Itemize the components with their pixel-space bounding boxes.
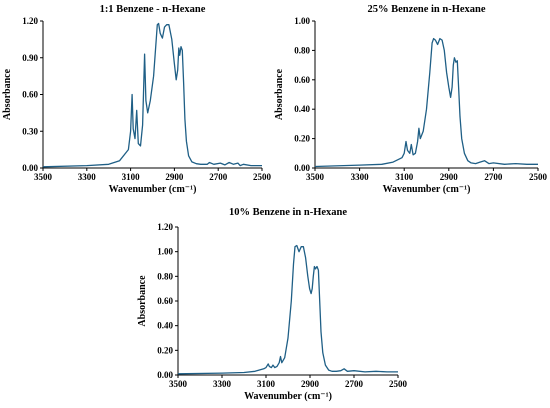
y-tick-label: 0.30 xyxy=(22,126,38,136)
y-tick-label: 0.40 xyxy=(294,104,310,114)
y-tick-label: 0.00 xyxy=(294,163,310,173)
chart-title: 25% Benzene in n-Hexane xyxy=(367,4,485,15)
x-axis-label: Wavenumber (cm⁻¹) xyxy=(244,391,332,402)
x-tick-label: 2500 xyxy=(253,172,272,182)
y-tick-label: 0.20 xyxy=(294,134,310,144)
y-tick-label: 0.60 xyxy=(157,296,173,306)
y-tick-label: 0.80 xyxy=(294,45,310,55)
x-tick-label: 3100 xyxy=(122,172,141,182)
x-tick-label: 2900 xyxy=(165,172,184,182)
chart-panel-10pct-benzene: 10% Benzene in n-Hexane 0.00 0.20 0.40 0.60 0… xyxy=(137,207,408,402)
chart-panel-1to1-benzene-hexane: 1:1 Benzene - n-Hexane 0.00 0.30 0.60 0.90 1.… xyxy=(2,4,272,195)
x-tick-label: 2700 xyxy=(484,172,503,182)
y-tick-label: 0.60 xyxy=(22,90,38,100)
spectrum-line xyxy=(177,244,398,375)
chart-title: 1:1 Benzene - n-Hexane xyxy=(100,4,206,15)
y-tick-label: 0.20 xyxy=(157,345,173,355)
x-tick-label: 3300 xyxy=(351,172,370,182)
chart-title: 10% Benzene in n-Hexane xyxy=(229,207,347,218)
x-tick-label: 3300 xyxy=(213,379,232,389)
x-tick-label: 3500 xyxy=(34,172,53,182)
x-tick-label: 2500 xyxy=(389,379,408,389)
x-tick-label: 3500 xyxy=(306,172,325,182)
y-tick-label: 1.20 xyxy=(22,16,38,26)
y-tick-label: 0.40 xyxy=(157,321,173,331)
y-axis-label: Absorbance xyxy=(274,68,285,120)
y-axis-label: Absorbance xyxy=(2,68,13,120)
x-tick-label: 3100 xyxy=(257,379,276,389)
x-tick-label: 3300 xyxy=(78,172,97,182)
x-tick-label: 2500 xyxy=(529,172,548,182)
spectrum-line xyxy=(314,37,538,168)
x-axis-label: Wavenumber (cm⁻¹) xyxy=(383,184,471,195)
y-tick-label: 0.60 xyxy=(294,75,310,85)
y-tick-label: 1.20 xyxy=(157,222,173,232)
x-tick-label: 3100 xyxy=(395,172,414,182)
y-tick-label: 0.80 xyxy=(157,271,173,281)
x-axis-label: Wavenumber (cm⁻¹) xyxy=(109,184,197,195)
y-axis-label: Absorbance xyxy=(137,275,148,327)
x-tick-label: 2900 xyxy=(440,172,459,182)
y-tick-label: 0.90 xyxy=(22,53,38,63)
x-tick-label: 2900 xyxy=(301,379,320,389)
y-tick-label: 1.00 xyxy=(294,16,310,26)
y-tick-label: 1.00 xyxy=(157,247,173,257)
spectrum-line xyxy=(42,22,262,168)
y-tick-label: 0.00 xyxy=(157,370,173,380)
x-tick-label: 3500 xyxy=(169,379,188,389)
y-tick-label: 0.00 xyxy=(22,163,38,173)
x-tick-label: 2700 xyxy=(209,172,228,182)
chart-panel-25pct-benzene: 25% Benzene in n-Hexane 0.00 0.20 0.40 0.60 0… xyxy=(274,4,548,195)
x-tick-label: 2700 xyxy=(345,379,364,389)
